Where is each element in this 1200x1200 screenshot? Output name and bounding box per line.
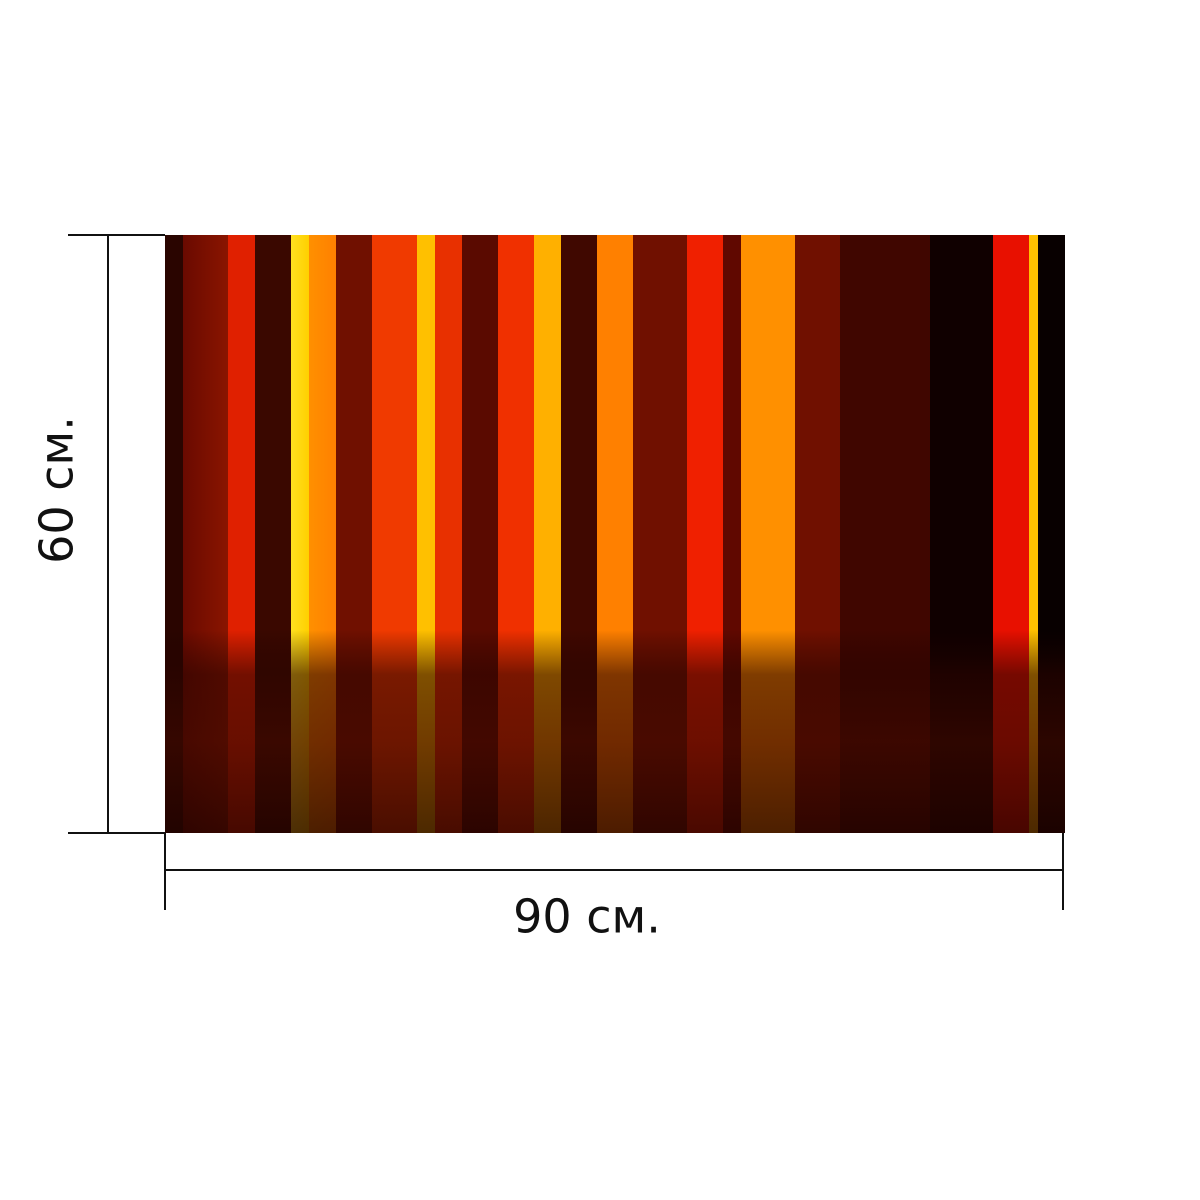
water-reflection <box>165 630 1065 833</box>
width-label: 90 см. <box>513 890 661 944</box>
dimension-lines <box>68 234 1064 910</box>
height-label: 60 см. <box>30 416 84 564</box>
product-image <box>165 235 1065 833</box>
